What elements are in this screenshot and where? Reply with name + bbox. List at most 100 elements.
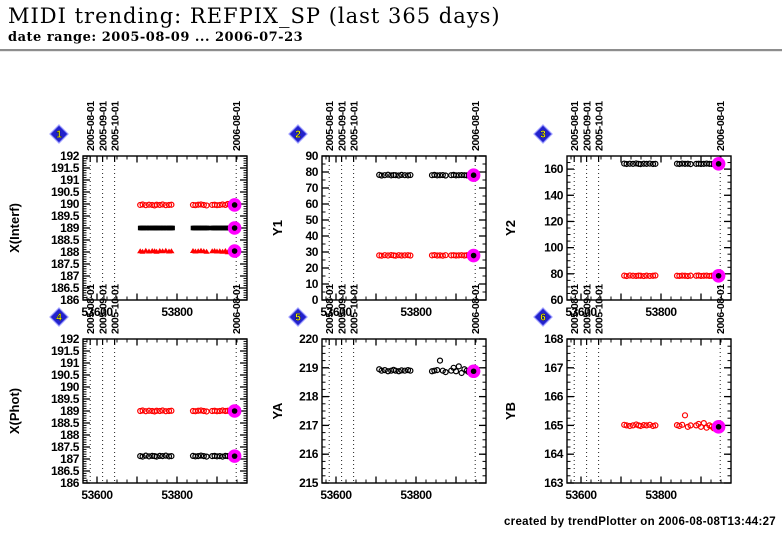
plot-frame	[82, 338, 248, 484]
data-point	[643, 422, 650, 429]
data-point	[384, 171, 392, 178]
data-point	[407, 252, 414, 259]
data-point	[700, 419, 707, 427]
y-axis-label: X(Interf)	[7, 203, 22, 253]
y-tick-label: 186	[60, 476, 80, 490]
plot-frame	[82, 155, 248, 301]
data-point	[398, 252, 405, 259]
data-point	[145, 201, 153, 208]
y-axis-label: Y1	[270, 220, 285, 236]
data-point	[700, 160, 707, 167]
data-point	[159, 407, 166, 414]
month-date-label: 2005-10-01	[594, 284, 606, 334]
x-tick-label: 53800	[645, 488, 677, 502]
y-tick-label: 191	[60, 356, 80, 370]
data-point	[168, 248, 175, 254]
y-tick-label: 60	[550, 293, 563, 307]
data-point	[168, 407, 175, 414]
month-date-label: 2005-09-01	[582, 101, 594, 151]
data-point	[629, 272, 637, 279]
y-tick-label: 166	[544, 390, 564, 404]
data-point	[137, 407, 144, 415]
data-point	[640, 422, 647, 429]
data-point	[159, 453, 166, 460]
data-point	[200, 407, 207, 415]
x-tick-label: 53600	[565, 305, 597, 319]
plot-frame	[566, 155, 732, 301]
data-point	[401, 252, 408, 259]
page-title: MIDI trending: REFPIX_SP (last 365 days)	[8, 4, 501, 28]
data-point	[401, 367, 408, 374]
y-tick-label: 189	[60, 221, 80, 235]
y-axis-label: YB	[503, 402, 518, 420]
y-tick-label: 30	[305, 245, 318, 259]
data-point	[213, 453, 221, 460]
panel-badge-diamond	[49, 124, 69, 144]
y-tick-label: 100	[544, 241, 564, 255]
data-point	[195, 407, 202, 414]
data-point	[652, 422, 659, 429]
y-axis-label: YA	[270, 402, 285, 419]
month-date-label: 2005-08-01	[324, 101, 336, 151]
data-point	[197, 201, 205, 208]
data-point	[378, 367, 385, 374]
data-point	[452, 172, 460, 179]
data-point	[200, 453, 207, 460]
data-point	[156, 201, 163, 209]
y-tick-label: 163	[544, 476, 564, 490]
series-black-circles	[376, 171, 474, 179]
horizontal-rule	[0, 49, 782, 52]
data-point	[431, 171, 438, 178]
data-point	[381, 367, 388, 374]
data-point	[431, 367, 438, 374]
data-point	[697, 160, 705, 168]
y-tick-label: 188	[60, 428, 80, 442]
x-tick-label: 53600	[320, 305, 352, 319]
data-point	[200, 201, 207, 209]
data-point	[687, 161, 694, 168]
series-black-circles	[376, 357, 474, 377]
y-tick-label: 20	[305, 261, 318, 275]
data-point	[676, 160, 683, 168]
data-point	[649, 160, 657, 168]
x-tick-label: 53800	[161, 488, 193, 502]
data-point	[646, 421, 653, 428]
data-point	[203, 248, 210, 254]
panel-3: 2005-08-01 2005-09-01 2005-10-01 2006-08-01…	[503, 101, 732, 319]
panel-1: 2005-08-01 2005-09-01 2005-10-01 2006-08-01…	[7, 101, 248, 319]
data-point	[676, 272, 683, 280]
data-point	[168, 201, 175, 208]
data-point	[679, 272, 686, 279]
data-point	[156, 452, 163, 459]
data-point	[442, 369, 449, 376]
data-point	[679, 421, 686, 428]
data-point	[137, 453, 144, 460]
y-tick-label: 217	[299, 418, 319, 432]
y-tick-label: 188.5	[51, 233, 80, 247]
data-point	[439, 252, 446, 259]
y-tick-label: 186	[60, 293, 80, 307]
data-point	[434, 172, 441, 179]
y-tick-label: 187.5	[51, 440, 80, 454]
data-point	[142, 202, 149, 209]
data-point	[404, 252, 412, 259]
y-tick-label: 165	[544, 418, 564, 432]
highlight-point-center	[231, 225, 238, 231]
data-point	[381, 252, 388, 259]
data-point	[205, 225, 211, 231]
data-point	[162, 202, 169, 209]
data-point	[455, 172, 462, 179]
data-point	[646, 272, 653, 280]
data-point	[452, 368, 460, 375]
data-point	[398, 367, 405, 374]
x-tick-label: 53800	[400, 305, 432, 319]
panel-badge-diamond	[49, 307, 69, 327]
month-date-label: 2005-09-01	[337, 284, 349, 334]
plot-frame	[566, 338, 732, 484]
y-tick-label: 187	[60, 452, 80, 466]
x-tick-label: 53600	[81, 488, 113, 502]
data-point	[145, 453, 153, 460]
panel-badge-number: 3	[540, 130, 546, 141]
data-point	[384, 368, 392, 375]
